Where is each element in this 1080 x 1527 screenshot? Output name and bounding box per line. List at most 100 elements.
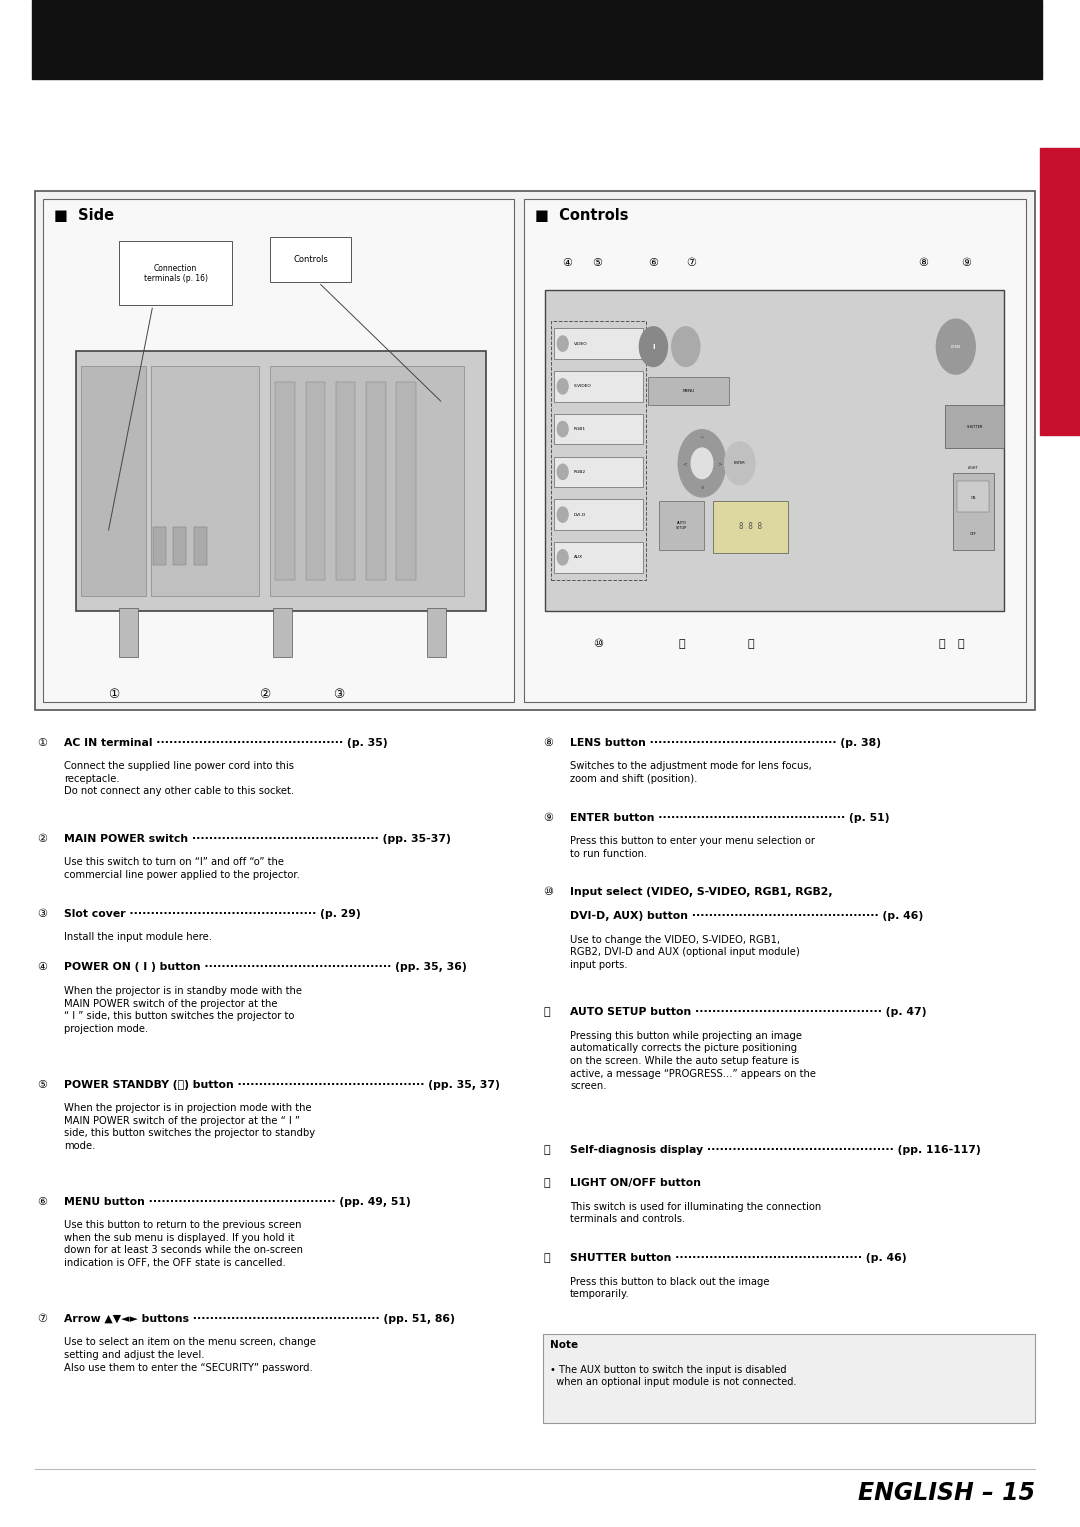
Text: AUX: AUX (573, 556, 582, 559)
Circle shape (557, 507, 568, 522)
Bar (43, 199, 514, 702)
Text: ②: ② (37, 834, 46, 843)
Bar (194, 527, 207, 565)
Bar (275, 382, 295, 580)
Bar (119, 241, 232, 305)
Text: Use this button to return to the previous screen
when the sub menu is displayed.: Use this button to return to the previou… (64, 1220, 302, 1267)
Bar (554, 457, 643, 487)
Text: ⑩: ⑩ (543, 887, 553, 898)
Text: ENTER button ············································ (p. 51): ENTER button ···························… (570, 812, 890, 823)
Text: OFF: OFF (970, 533, 976, 536)
Text: Slot cover ············································ (p. 29): Slot cover ·····························… (64, 909, 361, 919)
Text: ⑤: ⑤ (592, 258, 603, 267)
Circle shape (678, 429, 726, 496)
Text: MENU button ············································ (pp. 49, 51): MENU button ····························… (64, 1197, 410, 1206)
Text: POWER STANDBY (⏻) button ············································ (pp. 35, 3: POWER STANDBY (⏻) button ···············… (64, 1080, 500, 1090)
Text: Use to select an item on the menu screen, change
setting and adjust the level.
A: Use to select an item on the menu screen… (64, 1338, 315, 1373)
Bar (1040, 148, 1080, 435)
Circle shape (557, 421, 568, 437)
Text: AUTO SETUP button ············································ (p. 47): AUTO SETUP button ······················… (570, 1008, 927, 1017)
Text: When the projector is in projection mode with the
MAIN POWER switch of the proje: When the projector is in projection mode… (64, 1102, 315, 1151)
Bar (648, 377, 729, 405)
Bar (713, 501, 788, 553)
Bar (551, 321, 646, 580)
Text: ON: ON (971, 496, 975, 499)
Text: AUTO
SETUP: AUTO SETUP (676, 521, 687, 530)
Text: ③: ③ (37, 909, 46, 919)
Text: SHUTTER button ············································ (p. 46): SHUTTER button ·························… (570, 1254, 907, 1263)
Bar (554, 542, 643, 573)
Circle shape (557, 550, 568, 565)
Circle shape (639, 327, 667, 366)
Text: MAIN POWER switch ············································ (pp. 35-37): MAIN POWER switch ······················… (64, 834, 450, 843)
Bar (554, 499, 643, 530)
Text: ^: ^ (700, 437, 704, 441)
Text: ⑬: ⑬ (543, 1179, 550, 1188)
Bar (554, 328, 643, 359)
Text: Press this button to enter your menu selection or
to run function.: Press this button to enter your menu sel… (570, 837, 815, 858)
Text: ⑩: ⑩ (593, 640, 604, 649)
Text: ⑦: ⑦ (686, 258, 697, 267)
Bar (272, 608, 292, 657)
Text: ⑭: ⑭ (543, 1254, 550, 1263)
Text: ⑦: ⑦ (37, 1313, 46, 1324)
Text: Use this switch to turn on “I” and off “o” the
commercial line power applied to : Use this switch to turn on “I” and off “… (64, 857, 299, 880)
Circle shape (936, 319, 975, 374)
Text: When the projector is in standby mode with the
MAIN POWER switch of the projecto: When the projector is in standby mode wi… (64, 986, 301, 1034)
Bar (659, 501, 704, 550)
Bar (524, 199, 1026, 702)
Text: ⑧: ⑧ (543, 738, 553, 748)
Text: Press this button to black out the image
temporarily.: Press this button to black out the image… (570, 1277, 770, 1299)
Bar (151, 366, 259, 596)
Text: ⑤: ⑤ (37, 1080, 46, 1090)
Bar (396, 382, 416, 580)
Bar (953, 473, 994, 550)
Text: ⑫: ⑫ (747, 640, 754, 649)
Circle shape (672, 327, 700, 366)
Text: ■  Side: ■ Side (54, 208, 114, 223)
Text: ①: ① (108, 689, 119, 701)
Text: 8 8 8: 8 8 8 (739, 522, 762, 531)
Bar (76, 351, 486, 611)
Text: MENU: MENU (683, 389, 694, 392)
Bar (81, 366, 146, 596)
Text: ⑨: ⑨ (543, 812, 553, 823)
Text: v: v (700, 486, 704, 490)
Text: • The AUX button to switch the input is disabled
  when an optional input module: • The AUX button to switch the input is … (550, 1365, 796, 1387)
Text: Connection
terminals (p. 16): Connection terminals (p. 16) (144, 264, 207, 282)
Bar (173, 527, 186, 565)
Text: ⑭: ⑭ (958, 640, 964, 649)
Text: Getting Started: Getting Started (1053, 240, 1067, 344)
Text: Input select (VIDEO, S-VIDEO, RGB1, RGB2,: Input select (VIDEO, S-VIDEO, RGB1, RGB2… (570, 887, 833, 898)
Text: ⑥: ⑥ (648, 258, 659, 267)
Text: Self-diagnosis display ············································ (pp. 116-117: Self-diagnosis display ·················… (570, 1145, 981, 1156)
Text: ④: ④ (562, 258, 572, 267)
Bar (366, 382, 386, 580)
Text: ⑪: ⑪ (543, 1008, 550, 1017)
Text: I: I (652, 344, 654, 350)
Text: <: < (683, 461, 687, 466)
Text: Use to change the VIDEO, S-VIDEO, RGB1,
RGB2, DVI-D and AUX (optional input modu: Use to change the VIDEO, S-VIDEO, RGB1, … (570, 935, 800, 970)
Bar (306, 382, 325, 580)
Text: S-VIDEO: S-VIDEO (573, 385, 591, 388)
Text: LENS button ············································ (p. 38): LENS button ····························… (570, 738, 881, 748)
Text: DVI-D, AUX) button ············································ (p. 46): DVI-D, AUX) button ·····················… (570, 912, 923, 921)
Bar (957, 481, 989, 512)
Bar (270, 366, 464, 596)
Circle shape (557, 464, 568, 479)
Bar (336, 382, 355, 580)
Text: ⑥: ⑥ (37, 1197, 46, 1206)
Text: LENS: LENS (950, 345, 961, 348)
Bar (427, 608, 446, 657)
Circle shape (557, 379, 568, 394)
Text: LIGHT: LIGHT (968, 466, 978, 470)
Text: Note: Note (550, 1341, 578, 1350)
Bar (554, 414, 643, 444)
Text: ①: ① (37, 738, 46, 748)
Text: LIGHT ON/OFF button: LIGHT ON/OFF button (570, 1179, 701, 1188)
Text: Switches to the adjustment mode for lens focus,
zoom and shift (position).: Switches to the adjustment mode for lens… (570, 760, 812, 783)
Text: ⑬: ⑬ (939, 640, 945, 649)
Text: Controls: Controls (293, 255, 328, 264)
Text: Connect the supplied line power cord into this
receptacle.
Do not connect any ot: Connect the supplied line power cord int… (64, 760, 294, 796)
Circle shape (691, 447, 713, 478)
